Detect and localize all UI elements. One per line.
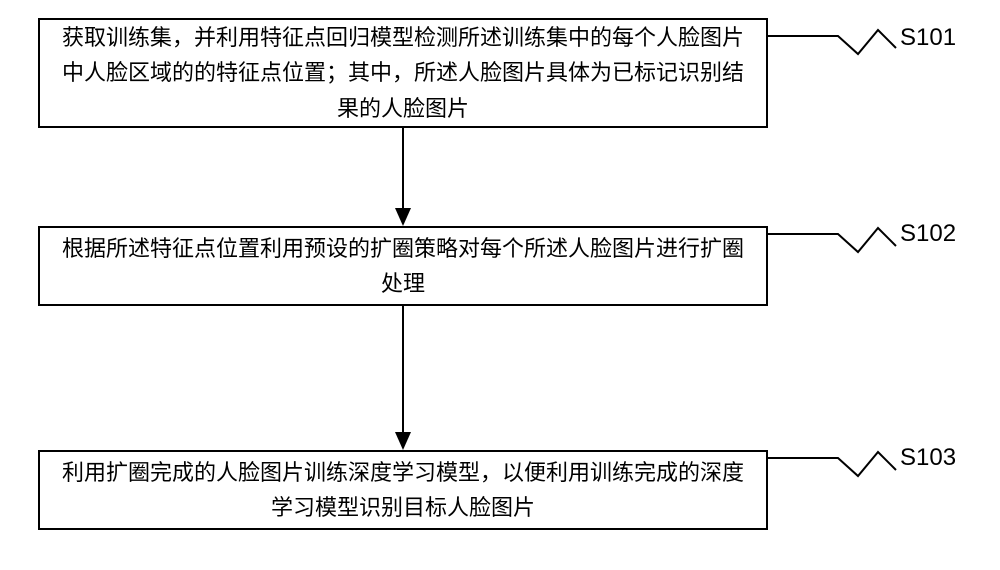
step-label-s103: S103 bbox=[900, 444, 956, 472]
step-box-s103: 利用扩圈完成的人脸图片训练深度学习模型，以便利用训练完成的深度学习模型识别目标人… bbox=[38, 450, 768, 530]
flowchart-container: 获取训练集，并利用特征点回归模型检测所述训练集中的每个人脸图片中人脸区域的的特征… bbox=[0, 0, 1000, 570]
step-label-s101: S101 bbox=[900, 24, 956, 52]
step-text-s102: 根据所述特征点位置利用预设的扩圈策略对每个所述人脸图片进行扩圈处理 bbox=[58, 231, 748, 301]
step-text-s101: 获取训练集，并利用特征点回归模型检测所述训练集中的每个人脸图片中人脸区域的的特征… bbox=[58, 20, 748, 126]
step-label-s102: S102 bbox=[900, 220, 956, 248]
step-text-s103: 利用扩圈完成的人脸图片训练深度学习模型，以便利用训练完成的深度学习模型识别目标人… bbox=[58, 455, 748, 525]
step-box-s101: 获取训练集，并利用特征点回归模型检测所述训练集中的每个人脸图片中人脸区域的的特征… bbox=[38, 18, 768, 128]
step-box-s102: 根据所述特征点位置利用预设的扩圈策略对每个所述人脸图片进行扩圈处理 bbox=[38, 226, 768, 306]
